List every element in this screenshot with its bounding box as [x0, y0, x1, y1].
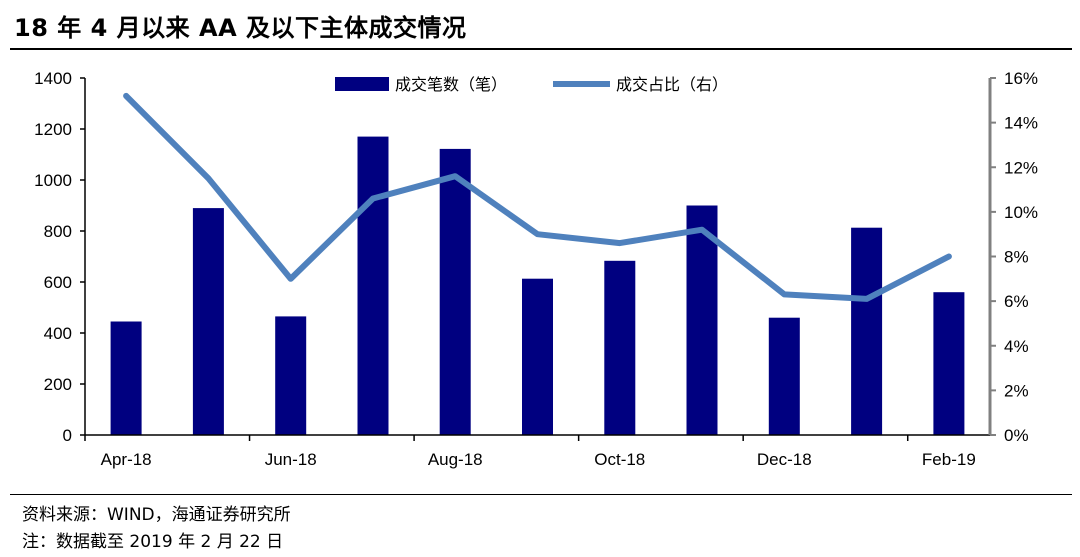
x-tick-label: Oct-18 — [594, 450, 645, 469]
x-tick-label: Dec-18 — [757, 450, 812, 469]
bar-jul-18 — [357, 136, 389, 435]
x-tick-label: Feb-19 — [922, 450, 976, 469]
footer-divider — [10, 494, 1072, 495]
bar-feb-19 — [933, 292, 965, 435]
right-tick-label: 10% — [1004, 203, 1038, 222]
right-tick-label: 8% — [1004, 248, 1029, 267]
right-tick-label: 0% — [1004, 426, 1029, 445]
title-divider — [10, 48, 1072, 50]
bar-dec-18 — [768, 317, 800, 435]
bar-jan-19 — [851, 227, 883, 435]
right-tick-label: 12% — [1004, 158, 1038, 177]
bar-jun-18 — [275, 316, 307, 435]
right-tick-label: 6% — [1004, 292, 1029, 311]
line-series-group — [123, 92, 952, 302]
legend-label-line: 成交占比（右） — [616, 75, 728, 94]
legend-label-bar: 成交笔数（笔） — [395, 75, 507, 94]
bar-oct-18 — [604, 260, 636, 435]
right-tick-label: 16% — [1004, 69, 1038, 88]
left-tick-label: 600 — [44, 273, 72, 292]
x-tick-label: Aug-18 — [428, 450, 483, 469]
left-tick-label: 800 — [44, 222, 72, 241]
legend: 成交笔数（笔） 成交占比（右） — [335, 75, 728, 94]
left-tick-label: 400 — [44, 324, 72, 343]
bar-may-18 — [192, 208, 224, 435]
left-tick-label: 1200 — [34, 120, 72, 139]
left-tick-label: 200 — [44, 375, 72, 394]
legend-swatch-bar — [335, 77, 389, 91]
right-tick-label: 4% — [1004, 337, 1029, 356]
bar-nov-18 — [686, 205, 718, 435]
left-tick-label: 1000 — [34, 171, 72, 190]
x-tick-label: Jun-18 — [265, 450, 317, 469]
axes-group: 0 200 400 600 800 1000 1200 1400 0% 2% 4% 6% 8% 10% 12… — [34, 69, 1038, 469]
bar-series-group — [110, 136, 965, 435]
bar-sep-18 — [522, 278, 553, 435]
left-tick-label: 0 — [63, 426, 72, 445]
right-tick-label: 14% — [1004, 114, 1038, 133]
source-note: 资料来源：WIND，海通证券研究所 — [22, 505, 291, 525]
date-note: 注：数据截至 2019 年 2 月 22 日 — [22, 532, 284, 552]
chart-title: 18 年 4 月以来 AA 及以下主体成交情况 — [14, 14, 467, 42]
x-tick-label: Apr-18 — [101, 450, 152, 469]
share-line-path — [123, 92, 952, 302]
bar-aug-18 — [439, 148, 471, 435]
right-tick-label: 2% — [1004, 381, 1029, 400]
left-tick-label: 1400 — [34, 69, 72, 88]
bar-apr-18 — [110, 321, 142, 435]
